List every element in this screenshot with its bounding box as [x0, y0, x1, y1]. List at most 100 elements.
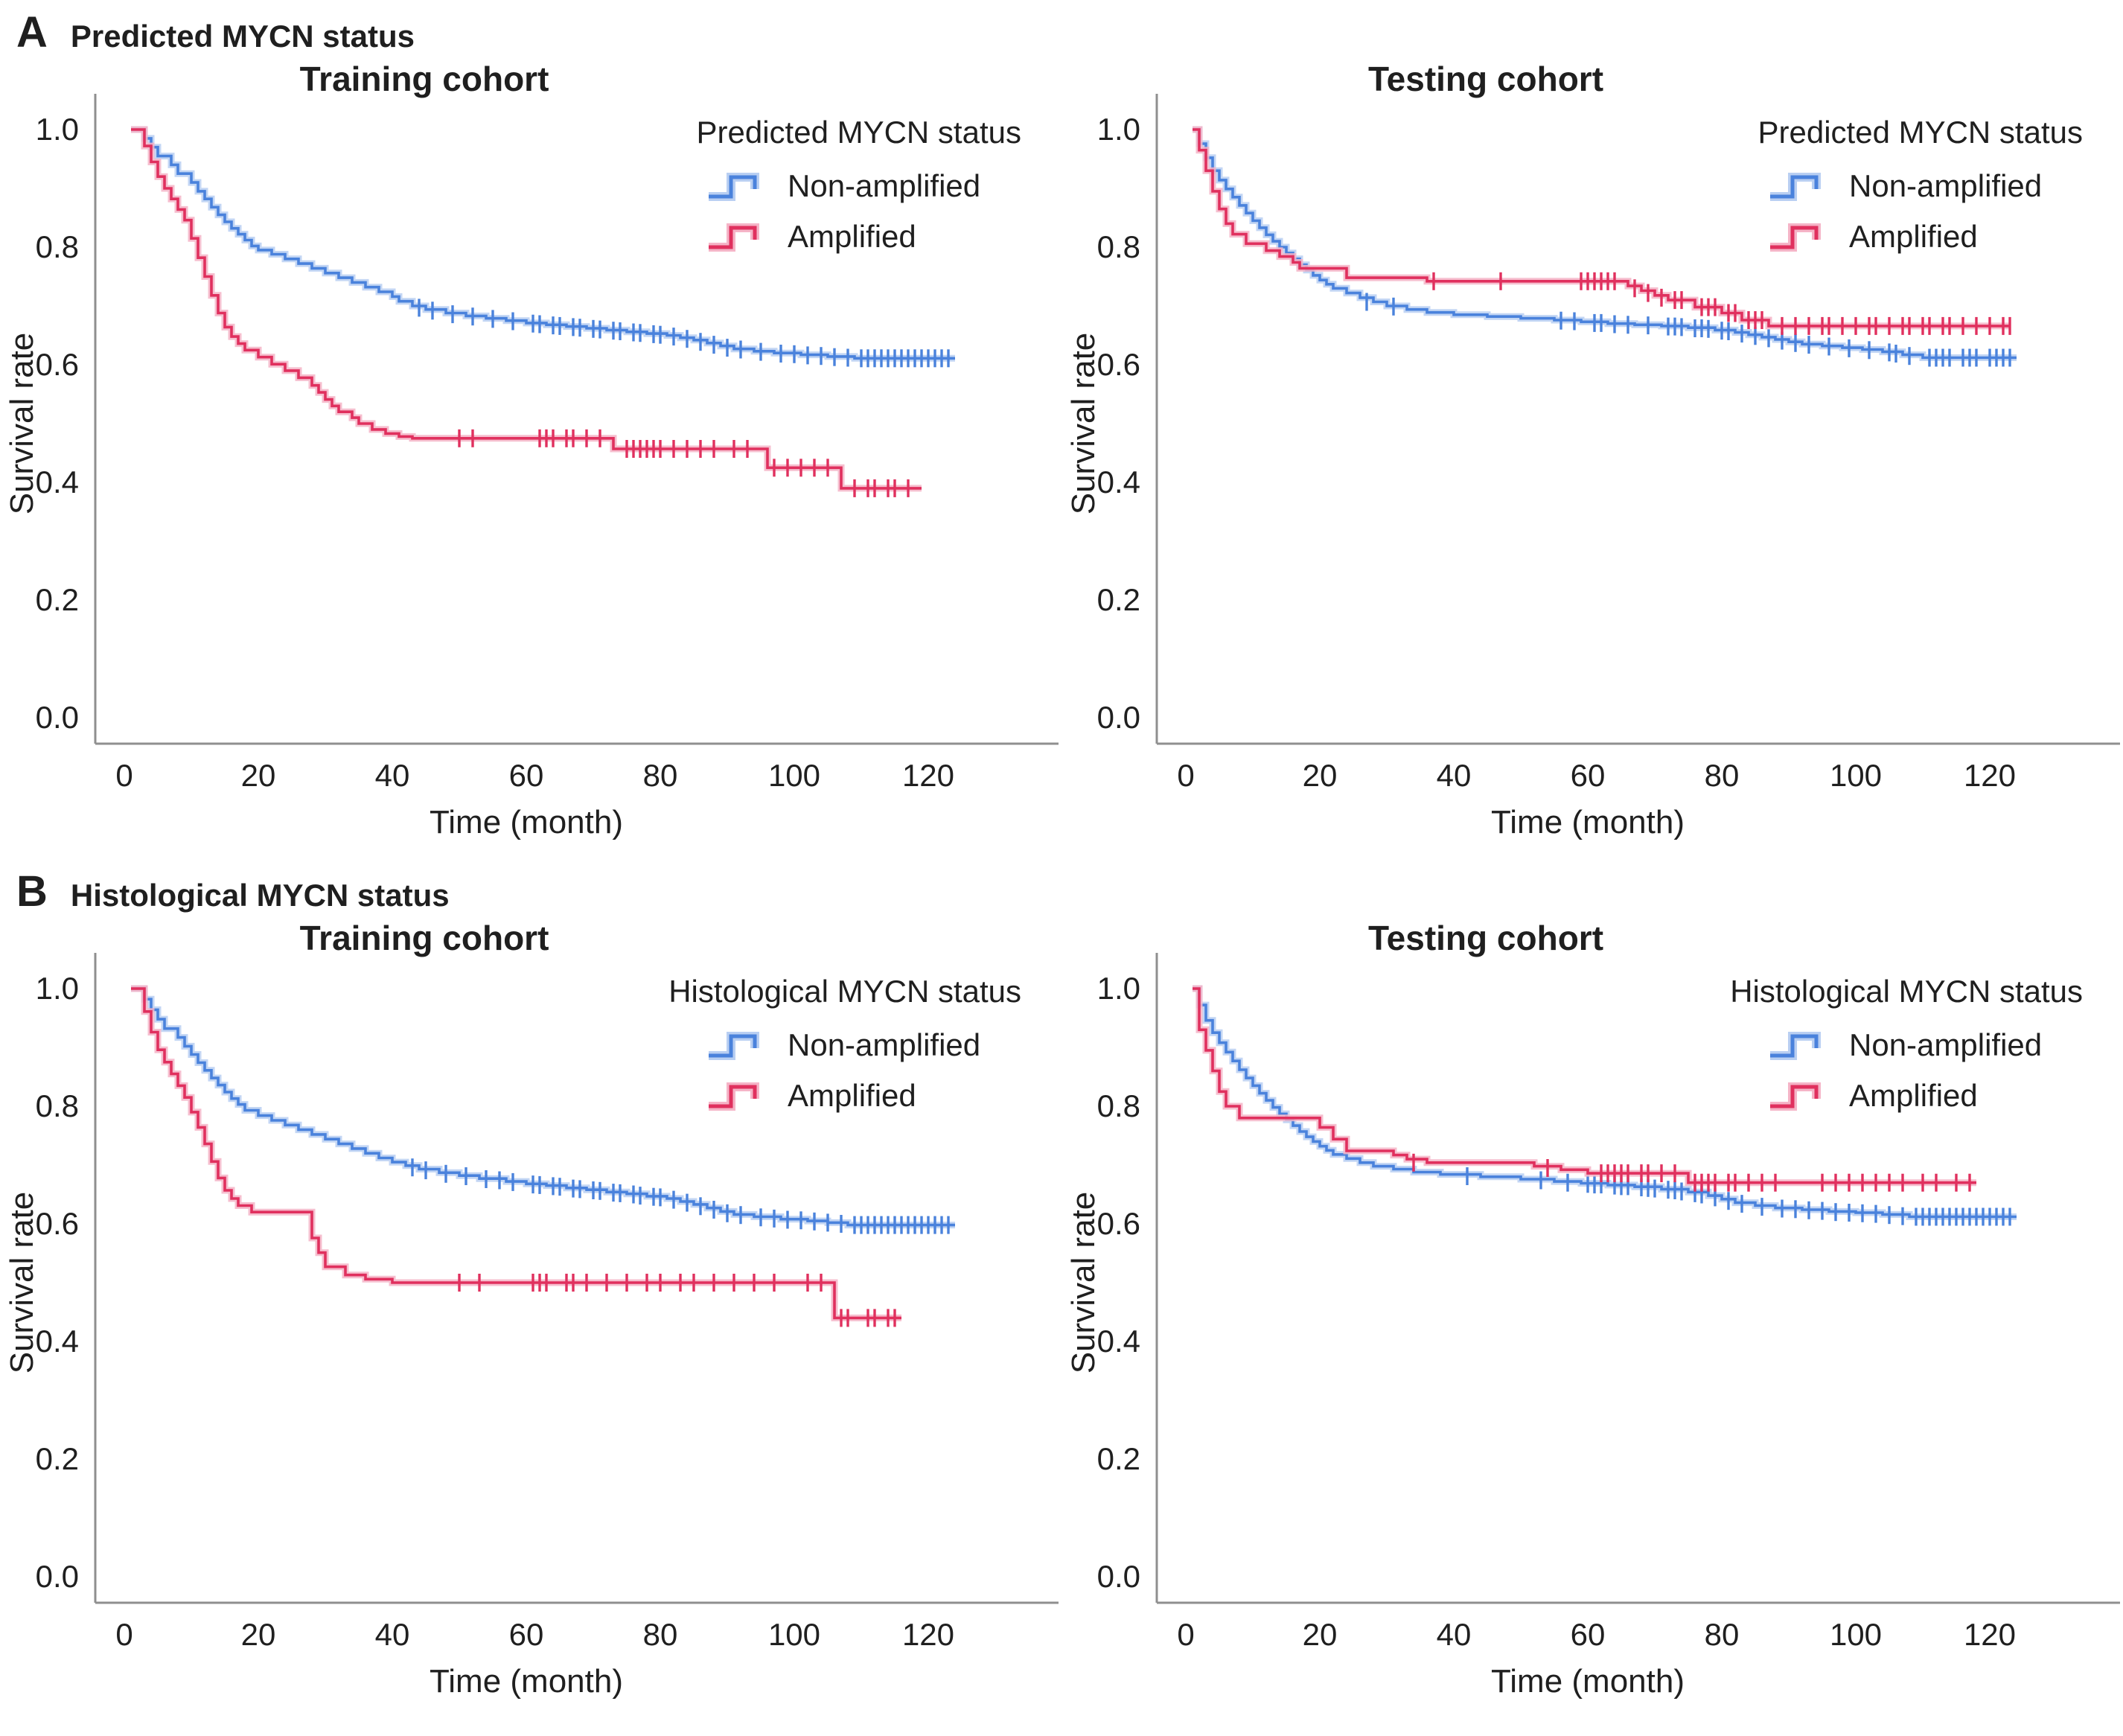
panel-a-header: A Predicted MYCN status	[0, 0, 2123, 57]
panel-b-header: B Histological MYCN status	[0, 859, 2123, 916]
y-tick-label: 0.0	[1097, 1559, 1140, 1594]
censor-marks-non_amplified	[1365, 293, 2011, 367]
legend-key-non_amplified-icon	[709, 1032, 759, 1060]
x-tick-label: 100	[768, 1617, 820, 1652]
x-tick-label: 40	[1437, 758, 1472, 793]
survival-curve-non_amplified	[131, 126, 955, 362]
y-tick-label: 0.4	[36, 465, 79, 500]
km-plot-histological-testing: 1.0 0.8 0.6 0.4 0.2 0.0 0 20 40 60 80 100 120 Time (m…	[1065, 919, 2120, 1700]
chart-histological-testing: 1.0 0.8 0.6 0.4 0.2 0.0 0 20 40 60 80 100 120 Time (m…	[1062, 907, 2123, 1718]
chart-title: Testing cohort	[1368, 919, 1603, 957]
censor-marks-amplified	[458, 429, 910, 497]
censor-marks-non_amplified	[418, 299, 950, 368]
axes: 1.0 0.8 0.6 0.4 0.2 0.0 0 20 40 60 80 100 120 Time (m…	[1065, 94, 2120, 840]
y-tick-label: 0.2	[1097, 1441, 1140, 1476]
legend: Histological MYCN status Non-amplified Amp…	[1730, 974, 2083, 1113]
x-tick-label: 20	[241, 1617, 276, 1652]
y-axis-title: Survival rate	[1065, 333, 1102, 515]
legend-title: Predicted MYCN status	[697, 115, 1022, 150]
km-plot-histological-training: 1.0 0.8 0.6 0.4 0.2 0.0 0 20 40 60 80 100 120 Time (m…	[4, 919, 1059, 1700]
x-tick-label: 100	[768, 758, 820, 793]
panel-b-heading: Histological MYCN status	[70, 878, 450, 913]
legend-label-amplified: Amplified	[1849, 1078, 1978, 1113]
y-tick-label: 0.6	[1097, 1206, 1140, 1241]
x-tick-label: 120	[902, 1617, 954, 1652]
panel-a-heading: Predicted MYCN status	[70, 19, 415, 54]
x-tick-label: 40	[375, 758, 410, 793]
legend-title: Predicted MYCN status	[1758, 115, 2084, 150]
legend-title: Histological MYCN status	[668, 974, 1021, 1009]
y-tick-label: 0.8	[36, 1088, 79, 1123]
y-tick-label: 0.6	[1097, 347, 1140, 382]
y-tick-label: 1.0	[36, 112, 79, 147]
x-tick-label: 40	[375, 1617, 410, 1652]
x-tick-label: 60	[1571, 1617, 1606, 1652]
y-tick-label: 1.0	[1097, 971, 1140, 1006]
x-tick-label: 80	[643, 758, 678, 793]
x-tick-label: 0	[1177, 758, 1194, 793]
x-tick-label: 120	[1964, 758, 2016, 793]
y-axis-title: Survival rate	[4, 1192, 40, 1374]
x-tick-label: 80	[1705, 758, 1740, 793]
legend-key-amplified-icon	[709, 223, 759, 252]
x-tick-label: 80	[1705, 1617, 1740, 1652]
y-axis-title: Survival rate	[4, 333, 40, 515]
y-tick-label: 0.2	[36, 1441, 79, 1476]
legend-label-non_amplified: Non-amplified	[788, 168, 980, 203]
x-axis-title: Time (month)	[430, 804, 623, 840]
x-tick-label: 0	[115, 758, 133, 793]
km-plot-predicted-training: 1.0 0.8 0.6 0.4 0.2 0.0 0 20 40 60 80 100 120 Time (m…	[4, 60, 1059, 840]
x-tick-label: 20	[1303, 758, 1338, 793]
chart-predicted-testing: 1.0 0.8 0.6 0.4 0.2 0.0 0 20 40 60 80 100 120 Time (m…	[1062, 48, 2123, 859]
legend: Predicted MYCN status Non-amplified Amplif…	[697, 115, 1022, 254]
x-tick-label: 80	[643, 1617, 678, 1652]
censor-marks-amplified	[458, 1274, 896, 1327]
chart-predicted-training: 1.0 0.8 0.6 0.4 0.2 0.0 0 20 40 60 80 100 120 Time (m…	[0, 48, 1062, 859]
x-axis-title: Time (month)	[1491, 1663, 1685, 1700]
x-tick-label: 0	[1177, 1617, 1194, 1652]
x-tick-label: 100	[1830, 1617, 1882, 1652]
y-tick-label: 0.0	[36, 1559, 79, 1594]
y-tick-label: 0.4	[1097, 1324, 1140, 1359]
legend-label-non_amplified: Non-amplified	[1849, 168, 2042, 203]
y-tick-label: 0.4	[1097, 465, 1140, 500]
x-tick-label: 120	[1964, 1617, 2016, 1652]
legend: Predicted MYCN status Non-amplified Amplif…	[1758, 115, 2084, 254]
y-tick-label: 0.0	[36, 700, 79, 735]
panel-a-label: A	[16, 8, 48, 57]
x-tick-label: 40	[1437, 1617, 1472, 1652]
y-tick-label: 0.8	[1097, 1088, 1140, 1123]
axes: 1.0 0.8 0.6 0.4 0.2 0.0 0 20 40 60 80 100 120 Time (m…	[4, 953, 1059, 1700]
legend-key-amplified-icon	[709, 1082, 759, 1111]
censor-marks-non_amplified	[411, 1158, 950, 1234]
y-tick-label: 0.6	[36, 1206, 79, 1241]
chart-title: Training cohort	[300, 919, 549, 957]
y-tick-label: 0.8	[36, 229, 79, 264]
x-axis-title: Time (month)	[1491, 804, 1685, 840]
km-plot-predicted-testing: 1.0 0.8 0.6 0.4 0.2 0.0 0 20 40 60 80 100 120 Time (m…	[1065, 60, 2120, 840]
legend-label-non_amplified: Non-amplified	[1849, 1027, 2042, 1062]
survival-curve-non_amplified	[131, 985, 955, 1229]
legend-key-non_amplified-icon	[1770, 173, 1821, 201]
y-tick-label: 0.4	[36, 1324, 79, 1359]
survival-curve-amplified	[131, 126, 922, 492]
legend-label-amplified: Amplified	[788, 1078, 916, 1113]
x-tick-label: 20	[241, 758, 276, 793]
y-tick-label: 0.6	[36, 347, 79, 382]
x-tick-label: 60	[1571, 758, 1606, 793]
legend-key-amplified-icon	[1770, 1082, 1821, 1111]
y-axis-title: Survival rate	[1065, 1192, 1102, 1374]
chart-histological-training: 1.0 0.8 0.6 0.4 0.2 0.0 0 20 40 60 80 100 120 Time (m…	[0, 907, 1062, 1718]
survival-curve-non_amplified	[1193, 985, 2017, 1220]
x-tick-label: 20	[1303, 1617, 1338, 1652]
legend-key-non_amplified-icon	[709, 173, 759, 201]
survival-curve-amplified	[131, 985, 901, 1321]
legend-title: Histological MYCN status	[1730, 974, 2083, 1009]
legend-label-non_amplified: Non-amplified	[788, 1027, 980, 1062]
legend: Histological MYCN status Non-amplified Amp…	[668, 974, 1021, 1113]
y-tick-label: 1.0	[1097, 112, 1140, 147]
legend-key-amplified-icon	[1770, 223, 1821, 252]
survival-curve-amplified	[1193, 985, 1976, 1187]
y-tick-label: 0.8	[1097, 229, 1140, 264]
survival-curve-amplified	[1193, 126, 2010, 330]
